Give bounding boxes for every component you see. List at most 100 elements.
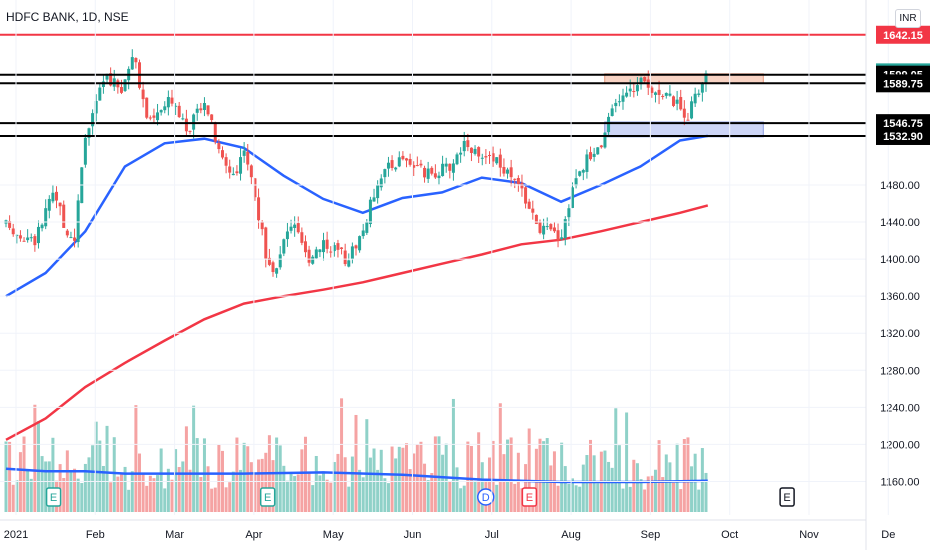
x-tick-label: Sep	[641, 529, 661, 541]
event-marker	[259, 487, 276, 507]
candle-body	[672, 96, 676, 106]
volume-bar	[538, 438, 542, 512]
candle-body	[621, 95, 625, 102]
volume-bar	[394, 458, 398, 512]
price-label-box	[876, 74, 930, 93]
candle-body	[260, 221, 264, 230]
volume-bar	[257, 459, 261, 512]
candle-body	[433, 173, 437, 178]
candle-body	[563, 219, 567, 239]
volume-bar	[83, 463, 87, 512]
candle-body	[329, 251, 333, 253]
volume-bar	[264, 452, 268, 512]
volume-bar	[188, 469, 192, 512]
candle-body	[635, 85, 639, 92]
candle-body	[394, 167, 398, 170]
candle-body	[134, 57, 138, 63]
volume-bar	[498, 403, 502, 512]
candle-body	[354, 245, 358, 249]
candle-body	[632, 91, 636, 93]
candle-body	[430, 167, 434, 174]
volume-bar	[44, 461, 48, 512]
candle-body	[275, 268, 279, 274]
candle-body	[220, 150, 224, 158]
volume-bar	[145, 485, 149, 512]
candle-body	[145, 97, 149, 118]
candle-body	[668, 93, 672, 96]
volume-bar	[368, 457, 372, 512]
candle-body	[603, 132, 607, 148]
volume-bar	[643, 489, 647, 512]
volume-bar	[693, 453, 697, 512]
volume-bar	[199, 476, 203, 512]
volume-bar	[303, 436, 307, 512]
candle-body	[653, 92, 657, 95]
y-tick-label: 1200.00	[880, 439, 920, 451]
candle-body	[628, 88, 632, 92]
volume-bar	[329, 482, 333, 512]
candle-body	[163, 106, 167, 111]
volume-bar	[8, 441, 12, 512]
volume-bar	[664, 454, 668, 512]
candle-body	[506, 169, 510, 174]
volume-bar	[379, 449, 383, 512]
candle-body	[480, 157, 484, 159]
volume-bar	[697, 489, 701, 512]
candle-body	[217, 143, 221, 150]
candle-body	[156, 112, 160, 121]
volume-bar	[109, 482, 113, 512]
volume-bar	[246, 446, 250, 512]
volume-bar	[33, 404, 37, 512]
volume-bar	[26, 469, 30, 512]
candle-body	[267, 257, 271, 265]
candle-body	[534, 214, 538, 224]
currency-button[interactable]: INR	[895, 9, 921, 28]
volume-bar	[285, 480, 289, 512]
volume-bar	[653, 469, 657, 512]
candle-body	[148, 117, 152, 119]
candle-body	[513, 178, 517, 180]
volume-bar	[242, 442, 246, 512]
volume-bar	[423, 463, 427, 512]
volume-bar	[130, 471, 134, 512]
volume-bar	[29, 478, 33, 512]
candle-body	[73, 237, 77, 241]
volume-bar	[625, 412, 629, 512]
candle-body	[44, 208, 48, 227]
candle-body	[246, 151, 250, 165]
candle-body	[643, 76, 647, 82]
candle-body	[466, 140, 470, 148]
candle-body	[625, 92, 629, 97]
volume-bar	[249, 462, 253, 512]
ma-long-layer	[5, 204, 709, 441]
candle-body	[610, 108, 614, 116]
x-tick-label: 2021	[4, 529, 28, 541]
volume-bar	[545, 438, 549, 512]
volume-bar	[101, 465, 105, 512]
candle-body	[235, 171, 239, 174]
candle-body	[11, 228, 15, 235]
price-label-text: 1642.15	[883, 30, 923, 42]
volume-bar	[94, 421, 98, 512]
volume-bar	[278, 445, 282, 512]
event-marker	[521, 487, 538, 507]
candle-body	[188, 130, 192, 132]
volume-bar	[347, 486, 351, 512]
candle-body	[206, 105, 210, 115]
candle-body	[451, 163, 455, 173]
volume-bar	[138, 453, 142, 512]
volume-bar	[686, 437, 690, 512]
candle-body	[679, 96, 683, 110]
volume-bar	[690, 466, 694, 512]
volume-bar	[228, 482, 232, 512]
candle-body	[55, 191, 59, 201]
volume-bar	[156, 475, 160, 512]
volume-bar	[202, 438, 206, 512]
volume-bar	[527, 428, 531, 512]
candle-body	[412, 165, 416, 168]
volume-bar	[462, 485, 466, 512]
candle-body	[322, 240, 326, 253]
candle-body	[570, 187, 574, 208]
